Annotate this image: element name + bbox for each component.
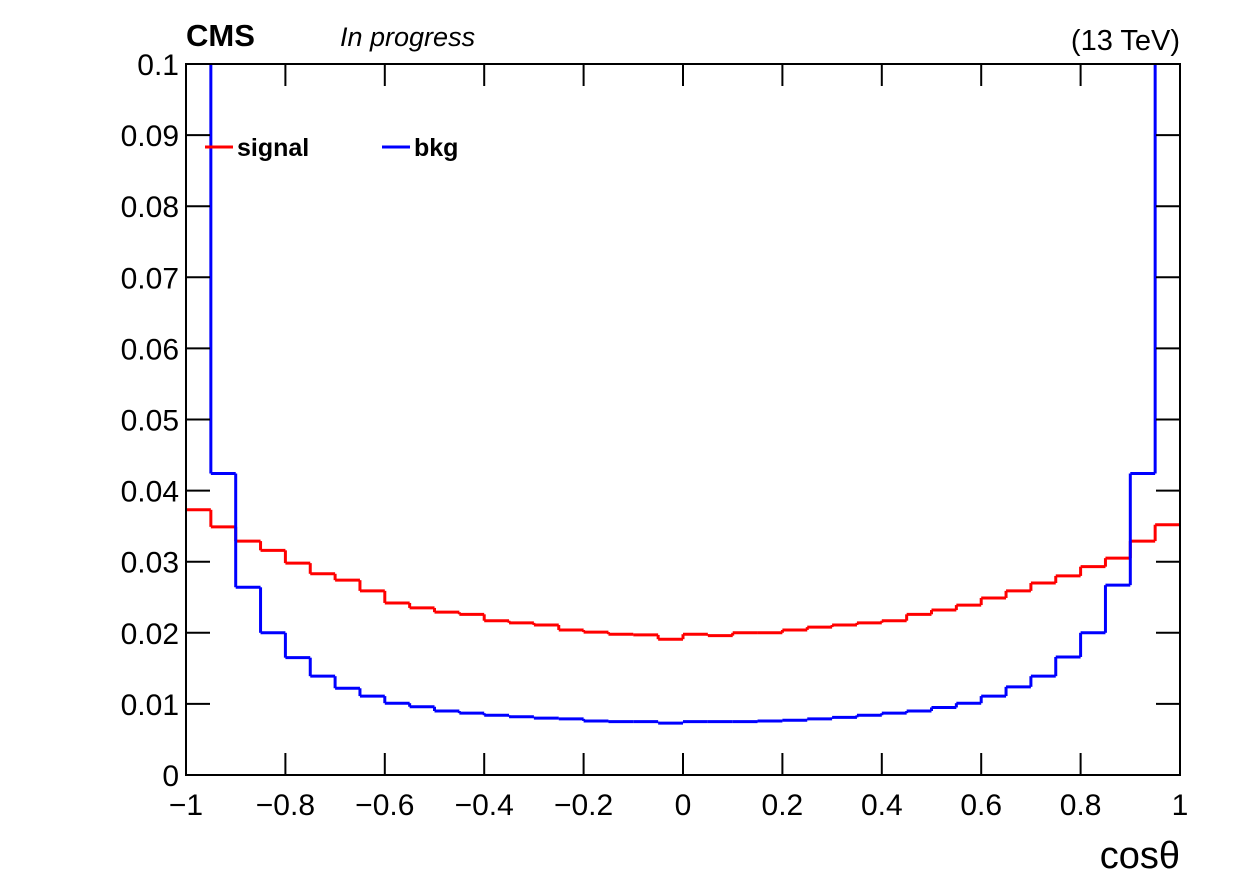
- x-tick-label: −0.6: [355, 789, 414, 822]
- y-tick-label: 0.04: [121, 476, 179, 509]
- x-axis-label: cosθ: [1100, 835, 1180, 877]
- legend-label: bkg: [414, 134, 458, 162]
- y-tick-label: 0.02: [121, 618, 179, 651]
- y-tick-label: 0.01: [121, 689, 179, 722]
- x-tick-label: 0.8: [1060, 789, 1102, 822]
- x-tick-label: −0.4: [455, 789, 514, 822]
- x-tick-label: 0.6: [960, 789, 1002, 822]
- x-tick-label: 0.4: [861, 789, 903, 822]
- y-tick-label: 0.05: [121, 405, 179, 438]
- subtitle: In progress: [340, 22, 475, 52]
- y-tick-label: 0.1: [137, 49, 179, 82]
- x-tick-label: −1: [169, 789, 203, 822]
- y-tick-label: 0.06: [121, 333, 179, 366]
- x-tick-label: −0.8: [256, 789, 315, 822]
- energy-label: (13 TeV): [1071, 25, 1180, 57]
- y-tick-label: 0.07: [121, 262, 179, 295]
- legend-label: signal: [237, 134, 309, 162]
- plot-area: [186, 64, 1180, 725]
- x-tick-label: −0.2: [554, 789, 613, 822]
- y-tick-label: 0.08: [121, 191, 179, 224]
- x-tick-label: 0: [675, 789, 692, 822]
- y-tick-label: 0.03: [121, 547, 179, 580]
- x-tick-label: 0.2: [762, 789, 804, 822]
- y-tick-label: 0.09: [121, 120, 179, 153]
- y-tick-label: 0: [162, 760, 179, 793]
- x-tick-label: 1: [1172, 789, 1189, 822]
- frame: [185, 63, 1181, 776]
- chart-title: CMS: [186, 18, 255, 53]
